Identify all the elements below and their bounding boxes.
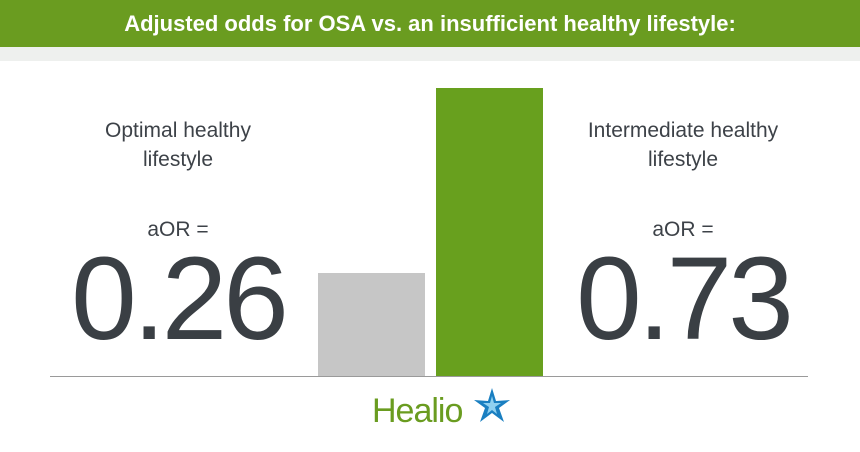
category-label: Optimal healthy lifestyle [105,119,251,171]
bar [436,88,543,376]
baseline [50,376,808,377]
header-strip [0,47,860,61]
value-label: 0.26 [71,233,289,365]
category-label: Intermediate healthy lifestyle [587,119,779,171]
bar [318,273,425,376]
logo-star [474,388,510,422]
annotation: aOR = [147,218,209,241]
value-label: 0.73 [576,233,794,365]
logo: Healio [372,392,463,430]
annotation: aOR = [652,218,714,241]
chart-title: Adjusted odds for OSA vs. an insufficien… [0,0,860,47]
